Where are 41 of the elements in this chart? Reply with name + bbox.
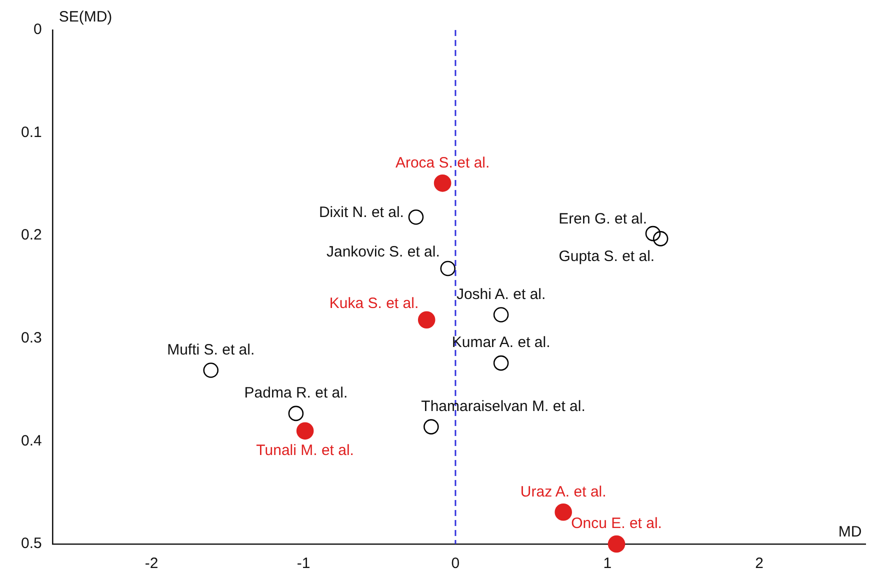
point <box>493 307 509 322</box>
x-tick-label: 1 <box>603 555 612 572</box>
annotation: Oncu E. et al. <box>571 515 662 532</box>
y-tick-label: 0 <box>34 21 42 38</box>
point <box>408 209 424 225</box>
annotation: Mufti S. et al. <box>167 341 255 358</box>
x-tick-label: -1 <box>296 555 310 572</box>
annotation: Padma R. et al. <box>244 384 348 402</box>
point <box>493 355 509 371</box>
x-tick-label: 0 <box>451 555 460 572</box>
x-axis-title: MD <box>838 524 862 541</box>
point <box>296 422 314 440</box>
point <box>418 311 436 329</box>
point <box>434 174 452 192</box>
point <box>424 419 439 434</box>
y-tick-label: 0.3 <box>20 330 42 347</box>
annotation: Kumar A. et al. <box>452 334 550 352</box>
y-tick-label: 0.5 <box>20 535 42 552</box>
point <box>652 231 668 246</box>
point <box>608 535 626 553</box>
y-tick-label: 0.4 <box>20 432 42 450</box>
annotation: Tunali M. et al. <box>256 442 354 460</box>
annotation: Joshi A. et al. <box>456 286 546 303</box>
annotation: Kuka S. et al. <box>329 295 419 312</box>
annotation: Jankovic S. et al. <box>326 244 440 261</box>
y-tick-label: 0.1 <box>20 124 42 141</box>
annotation: Gupta S. et al. <box>558 248 655 265</box>
x-tick-label: 2 <box>755 555 764 572</box>
point <box>203 362 219 378</box>
y-axis-title: SE(MD) <box>58 8 112 26</box>
annotation: Aroca S. et al. <box>395 154 490 172</box>
point <box>440 260 456 276</box>
annotation: Thamaraiselvan M. et al. <box>421 398 586 415</box>
annotation: Uraz A. et al. <box>520 483 606 500</box>
annotation: Dixit N. et al. <box>318 204 404 222</box>
x-tick-label: -2 <box>144 555 158 572</box>
point <box>554 503 572 521</box>
y-tick-label: 0.2 <box>20 226 42 244</box>
point <box>645 226 661 242</box>
point <box>288 406 304 422</box>
annotation: Eren G. et al. <box>558 210 647 228</box>
